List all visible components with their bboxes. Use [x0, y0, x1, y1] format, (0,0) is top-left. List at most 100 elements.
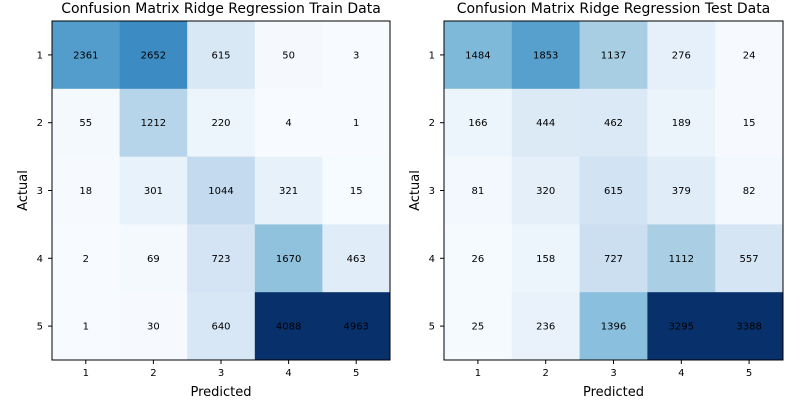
x-tick-label-3: 3	[610, 368, 616, 379]
cell-value-label-r5-c3: 640	[211, 322, 230, 333]
cell-value-label-r3-c2: 320	[536, 186, 555, 197]
cell-value-label-r3-c1: 81	[472, 186, 485, 197]
cell-value-label-r5-c2: 30	[147, 322, 160, 333]
cell-value-label-r2-c1: 166	[468, 118, 487, 129]
x-tick-label-1: 1	[83, 368, 89, 379]
x-tick-label-5: 5	[746, 368, 752, 379]
heatmap-cell-r4-c2	[119, 224, 188, 293]
heatmap-cell-r5-c1	[444, 292, 513, 361]
cell-value-label-r5-c1: 1	[83, 322, 89, 333]
cell-value-label-r3-c3: 615	[604, 186, 623, 197]
cell-value-label-r5-c1: 25	[472, 322, 485, 333]
cell-value-label-r5-c3: 1396	[601, 322, 626, 333]
heatmap-cell-r1-c2	[119, 21, 188, 90]
cell-value-label-r2-c4: 4	[285, 118, 291, 129]
heatmap-cell-r2-c3	[579, 88, 648, 158]
cell-value-label-r4-c5: 557	[740, 254, 759, 265]
x-tick-label-4: 4	[285, 368, 291, 379]
heatmap-cell-r3-c2	[511, 156, 581, 225]
heatmap-cell-r4-c3	[579, 224, 648, 293]
y-axis-label: Actual	[16, 170, 31, 211]
cell-value-label-r3-c4: 379	[672, 186, 691, 197]
heatmap-cell-r2-c4	[647, 88, 716, 158]
cell-value-label-r4-c2: 158	[536, 254, 555, 265]
cell-value-label-r3-c3: 1044	[208, 186, 233, 197]
heatmap-cell-r3-c1	[52, 156, 121, 225]
heatmap-cell-r3-c2	[119, 156, 188, 225]
cell-value-label-r2-c5: 1	[353, 118, 359, 129]
heatmap-cell-r4-c4	[254, 224, 323, 293]
cell-value-label-r4-c3: 723	[211, 254, 230, 265]
cell-value-label-r4-c1: 2	[83, 254, 89, 265]
heatmap-cell-r5-c3	[579, 292, 648, 361]
y-tick-label-3: 3	[37, 186, 43, 197]
chart-title: Confusion Matrix Ridge Regression Train …	[61, 1, 381, 17]
cell-value-label-r1-c1: 2361	[73, 50, 98, 61]
heatmap-cell-r1-c5	[715, 21, 784, 90]
y-tick-label-3: 3	[429, 186, 435, 197]
heatmap-cell-r5-c4	[254, 292, 323, 361]
heatmap-cell-r5-c5	[322, 292, 391, 361]
heatmap-cell-r1-c3	[579, 21, 648, 90]
cell-value-label-r2-c2: 1212	[141, 118, 166, 129]
heatmap-cell-r4-c1	[52, 224, 121, 293]
cell-value-label-r4-c3: 727	[604, 254, 623, 265]
panel-1: 2361 2652 615 50 355 1212 220 4 118 301 1044 321 152…	[16, 1, 391, 400]
y-tick-label-4: 4	[429, 254, 435, 265]
heatmap-cell-r1-c4	[254, 21, 323, 90]
cell-value-label-r1-c1: 1484	[465, 50, 490, 61]
heatmap-cell-r2-c5	[715, 88, 784, 158]
heatmap-cell-r2-c3	[187, 88, 256, 158]
cell-value-label-r5-c4: 4088	[276, 322, 301, 333]
cell-value-label-r2-c3: 462	[604, 118, 623, 129]
heatmap-cell-r3-c1	[444, 156, 513, 225]
heatmap-cell-r1-c4	[647, 21, 716, 90]
heatmap-cell-r5-c4	[647, 292, 716, 361]
x-tick-label-2: 2	[543, 368, 549, 379]
y-tick-label-2: 2	[37, 118, 43, 129]
cell-value-label-r3-c1: 18	[79, 186, 92, 197]
heatmap-cell-r3-c5	[322, 156, 391, 225]
cell-value-label-r4-c4: 1670	[276, 254, 301, 265]
cell-value-label-r1-c2: 1853	[533, 50, 558, 61]
cell-value-label-r2-c3: 220	[211, 118, 230, 129]
cell-value-label-r1-c2: 2652	[141, 50, 166, 61]
heatmap-cell-r2-c2	[119, 88, 188, 158]
x-tick-label-2: 2	[150, 368, 156, 379]
heatmap-cell-r5-c5	[715, 292, 784, 361]
heatmap-cell-r1-c1	[444, 21, 513, 90]
y-axis-label: Actual	[408, 170, 423, 211]
y-tick-label-1: 1	[37, 50, 43, 61]
heatmap-cell-r2-c1	[444, 88, 513, 158]
cell-value-label-r2-c4: 189	[672, 118, 691, 129]
cell-value-label-r3-c2: 301	[144, 186, 163, 197]
cell-value-label-r4-c2: 69	[147, 254, 160, 265]
heatmap-cell-r5-c1	[52, 292, 121, 361]
chart-title: Confusion Matrix Ridge Regression Test D…	[457, 1, 771, 17]
y-tick-label-5: 5	[429, 322, 435, 333]
heatmap-cell-r3-c3	[187, 156, 256, 225]
heatmap-cell-r5-c3	[187, 292, 256, 361]
x-tick-label-3: 3	[218, 368, 224, 379]
heatmap-cell-r3-c4	[647, 156, 716, 225]
cell-value-label-r1-c3: 615	[211, 50, 230, 61]
heatmap-cell-r2-c5	[322, 88, 391, 158]
heatmap-cell-r4-c5	[322, 224, 391, 293]
cell-value-label-r1-c3: 1137	[601, 50, 626, 61]
cell-value-label-r3-c5: 82	[743, 186, 756, 197]
heatmap-cell-r4-c2	[511, 224, 581, 293]
y-tick-label-2: 2	[429, 118, 435, 129]
heatmap-cell-r2-c2	[511, 88, 581, 158]
cell-value-label-r4-c1: 26	[472, 254, 485, 265]
heatmap-cell-r4-c5	[715, 224, 784, 293]
cell-value-label-r4-c4: 1112	[669, 254, 694, 265]
cell-value-label-r5-c4: 3295	[669, 322, 694, 333]
cell-value-label-r1-c5: 24	[743, 50, 756, 61]
cell-value-label-r5-c2: 236	[536, 322, 555, 333]
cell-value-label-r1-c4: 276	[672, 50, 691, 61]
cell-value-label-r5-c5: 3388	[736, 322, 761, 333]
heatmap-cell-r4-c4	[647, 224, 716, 293]
heatmap-cell-r1-c2	[511, 21, 581, 90]
